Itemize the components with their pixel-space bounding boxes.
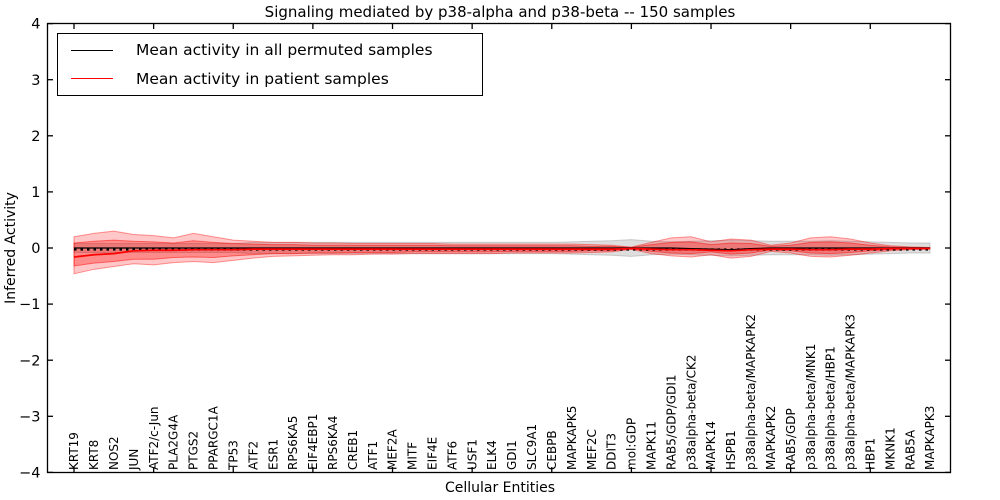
x-category-label: SLC9A1 (525, 424, 539, 470)
legend: Mean activity in all permuted samples Me… (57, 33, 483, 96)
x-category-label: MAPKAPK2 (764, 406, 778, 470)
x-category-label: RPS6KA5 (286, 416, 300, 470)
x-category-label: ATF6 (445, 441, 459, 470)
x-category-label: KRT19 (67, 432, 81, 470)
x-axis-label: Cellular Entities (444, 480, 556, 496)
x-category-label: PTGS2 (187, 431, 201, 470)
chart-title: Signaling mediated by p38-alpha and p38-… (264, 3, 736, 21)
legend-line-permuted (71, 49, 113, 51)
y-tick-label: −4 (19, 465, 40, 481)
x-category-label: HBP1 (863, 438, 877, 470)
legend-label-patient: Mean activity in patient samples (136, 69, 389, 88)
y-tick-label: −3 (19, 409, 40, 425)
x-category-label: HSPB1 (724, 430, 738, 470)
x-category-label: GDI1 (505, 440, 519, 470)
y-tick-label: 3 (31, 73, 40, 89)
y-axis-label: Inferred Activity (3, 192, 19, 304)
y-tick-label: −1 (19, 297, 40, 313)
x-category-label: ATF2/c-Jun (147, 406, 161, 470)
x-category-label: USF1 (465, 439, 479, 470)
y-tick-label: 1 (31, 185, 40, 201)
x-category-label: MAPK11 (645, 421, 659, 470)
x-category-label: ATF1 (366, 441, 380, 470)
y-tick-label: −2 (19, 353, 40, 369)
x-category-label: MAPKAPK5 (565, 406, 579, 470)
x-category-label: ATF2 (246, 441, 260, 470)
x-category-label: p38alpha-beta/MNK1 (804, 344, 818, 470)
legend-label-permuted: Mean activity in all permuted samples (136, 41, 433, 60)
x-category-label: RAB5A (903, 429, 917, 470)
legend-entry-permuted: Mean activity in all permuted samples (58, 37, 482, 63)
y-tick-label: 4 (31, 17, 40, 33)
x-category-label: mol:GDP (625, 418, 639, 470)
x-category-label: RAB5/GDP/GDI1 (664, 374, 678, 470)
x-category-label: PPARGC1A (207, 405, 221, 470)
x-category-label: MITF (406, 442, 420, 470)
series-line-patient (73, 247, 930, 258)
x-category-label: JUN (127, 449, 141, 471)
x-category-label: TP53 (226, 440, 240, 471)
x-category-label: RAB5/GDP (784, 408, 798, 470)
x-category-label: MEF2A (386, 429, 400, 470)
x-category-label: EIF4E (426, 437, 440, 470)
legend-line-patient (71, 78, 113, 80)
x-category-label: p38alpha-beta/MAPKAPK2 (744, 314, 758, 470)
y-tick-label: 0 (31, 241, 40, 257)
x-category-label: CEBPB (545, 430, 559, 470)
x-category-label: MAPKAPK3 (923, 406, 937, 470)
x-category-label: p38alpha-beta/MAPKAPK3 (844, 314, 858, 470)
x-category-label: CREB1 (346, 430, 360, 470)
x-category-label: MAPK14 (704, 421, 718, 470)
x-category-label: KRT8 (87, 440, 101, 470)
x-category-label: MKNK1 (883, 427, 897, 470)
y-tick-label: 2 (31, 129, 40, 145)
legend-entry-patient: Mean activity in patient samples (58, 66, 482, 92)
x-category-label: RPS6KA4 (326, 416, 340, 470)
series-line-permuted (74, 247, 930, 251)
x-category-label: DDIT3 (605, 433, 619, 470)
x-category-label: p38alpha-beta/HBP1 (824, 346, 838, 470)
x-category-label: p38alpha-beta/CK2 (684, 355, 698, 470)
x-category-label: MEF2C (585, 429, 599, 470)
x-category-label: PLA2G4A (167, 414, 181, 470)
x-category-label: ESR1 (266, 439, 280, 470)
x-category-label: ELK4 (485, 440, 499, 470)
x-category-label: NOS2 (107, 436, 121, 470)
x-category-label: EIF4EBP1 (306, 414, 320, 470)
